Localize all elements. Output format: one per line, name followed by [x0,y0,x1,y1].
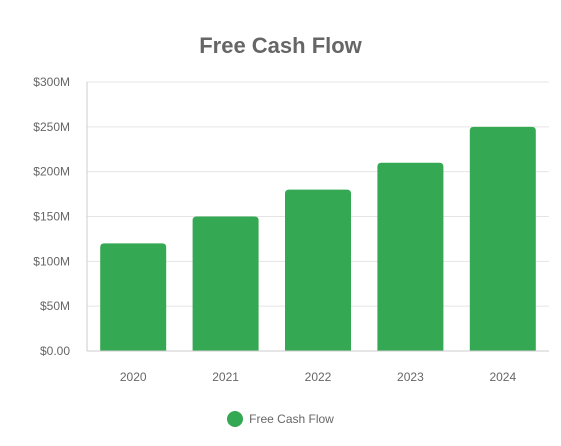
x-axis-ticks: 2020 2021 2022 2023 2024 [120,370,517,384]
x-tick-label: 2023 [397,370,424,384]
legend-label: Free Cash Flow [249,412,334,426]
y-tick-label: $150M [33,210,70,224]
x-tick-label: 2021 [212,370,239,384]
bars [100,126,536,352]
bar[interactable] [285,189,351,351]
y-axis-ticks: $0.00 $50M $100M $150M $200M $250M $300M [33,75,70,358]
bar[interactable] [192,216,259,352]
y-tick-label: $250M [33,120,70,134]
y-tick-label: $200M [33,165,70,179]
axes [86,82,549,352]
x-tick-label: 2024 [489,370,516,384]
legend-swatch [227,411,244,427]
bar[interactable] [100,243,167,351]
chart-title: Free Cash Flow [199,33,362,58]
x-tick-label: 2020 [120,370,147,384]
bar[interactable] [377,162,444,351]
y-tick-label: $50M [40,299,70,313]
legend[interactable]: Free Cash Flow [0,411,561,427]
y-tick-label: $300M [33,75,70,89]
bar[interactable] [469,126,536,351]
x-tick-label: 2022 [305,370,332,384]
y-tick-label: $0.00 [40,344,70,358]
y-tick-label: $100M [33,254,70,268]
